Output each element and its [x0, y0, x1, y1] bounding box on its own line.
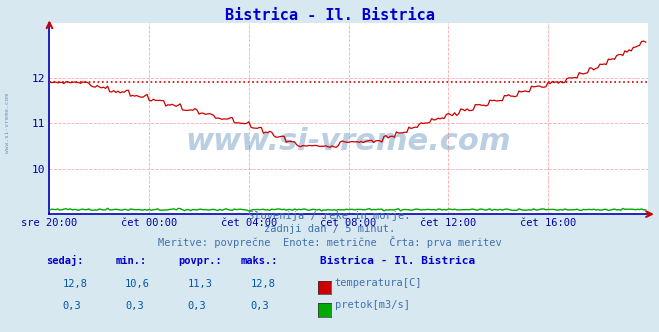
Text: 10,6: 10,6 — [125, 279, 150, 289]
Text: 0,3: 0,3 — [125, 301, 144, 311]
Text: maks.:: maks.: — [241, 256, 278, 266]
Text: www.si-vreme.com: www.si-vreme.com — [5, 93, 10, 153]
Text: temperatura[C]: temperatura[C] — [335, 278, 422, 288]
Text: 11,3: 11,3 — [188, 279, 213, 289]
Text: pretok[m3/s]: pretok[m3/s] — [335, 300, 410, 310]
Text: 12,8: 12,8 — [250, 279, 275, 289]
Text: 0,3: 0,3 — [63, 301, 81, 311]
Text: min.:: min.: — [115, 256, 146, 266]
Text: 0,3: 0,3 — [250, 301, 269, 311]
Text: Meritve: povprečne  Enote: metrične  Črta: prva meritev: Meritve: povprečne Enote: metrične Črta:… — [158, 236, 501, 248]
Text: 12,8: 12,8 — [63, 279, 88, 289]
Text: Bistrica - Il. Bistrica: Bistrica - Il. Bistrica — [225, 8, 434, 23]
Text: Bistrica - Il. Bistrica: Bistrica - Il. Bistrica — [320, 256, 475, 266]
Text: www.si-vreme.com: www.si-vreme.com — [186, 127, 511, 156]
Text: 0,3: 0,3 — [188, 301, 206, 311]
Text: Slovenija / reke in morje.: Slovenija / reke in morje. — [248, 211, 411, 221]
Text: zadnji dan / 5 minut.: zadnji dan / 5 minut. — [264, 224, 395, 234]
Text: povpr.:: povpr.: — [178, 256, 221, 266]
Text: sedaj:: sedaj: — [46, 255, 84, 266]
